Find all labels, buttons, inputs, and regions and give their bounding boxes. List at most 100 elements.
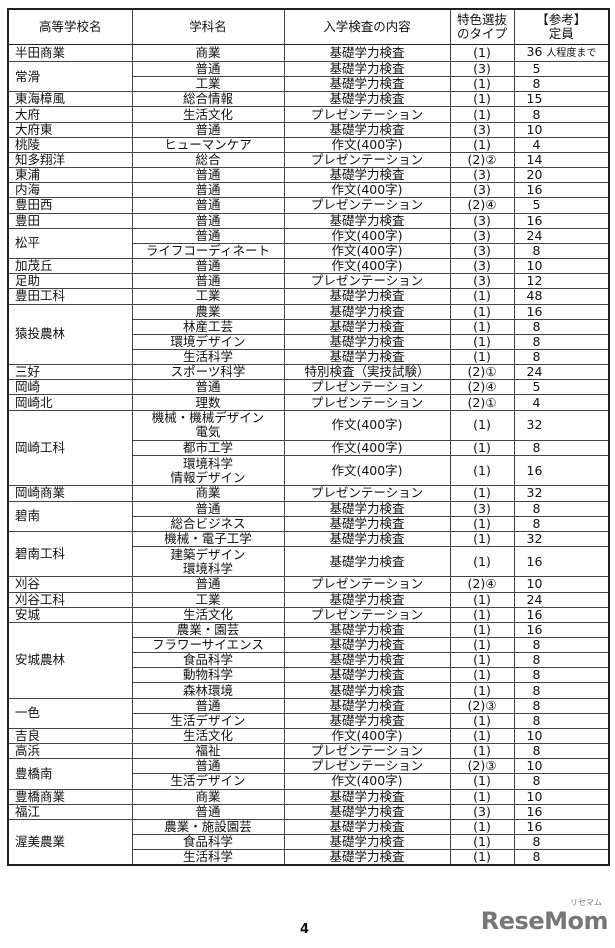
- table-row: 碧南工科 機械・電子工学 基礎学力検査 (1) 32: [7, 530, 610, 578]
- selection-type-cell: (1): [449, 455, 515, 487]
- department-name-line: フラワーサイエンス: [152, 637, 264, 653]
- quota-value: 8: [532, 667, 541, 683]
- department-cell: 普通: [131, 273, 285, 290]
- department-cell: 普通: [131, 758, 285, 775]
- exam-content-cell: 基礎学力検査: [283, 667, 451, 684]
- header-quota: 【参考】 定員: [513, 8, 610, 45]
- quota-value: 8: [532, 682, 541, 698]
- quota-cell: 36 人程度まで: [513, 44, 610, 62]
- department-cell: 普通: [131, 60, 285, 78]
- department-cell: 総合ビジネス: [131, 515, 285, 532]
- table-row: 加茂丘 普通 作文(400字) (3) 10: [7, 258, 610, 275]
- selection-type-cell: (1): [449, 136, 515, 153]
- selection-type-cell: (2)④: [449, 197, 515, 214]
- selection-type-cell: (3): [449, 258, 515, 275]
- selection-type-cell: (1): [449, 636, 515, 654]
- exam-content-cell: 基礎学力検査: [283, 849, 451, 866]
- exam-content-cell: 基礎学力検査: [283, 803, 451, 820]
- department-name-line: 機械・機械デザイン: [151, 410, 265, 426]
- table-row: 大府東 普通 基礎学力検査 (3) 10: [7, 121, 610, 138]
- department-cell: 普通: [131, 227, 285, 244]
- quota-cell: 5: [513, 60, 610, 78]
- quota-value: 16: [526, 462, 543, 478]
- quota-value: 4: [532, 394, 541, 410]
- quota-cell: 24: [513, 591, 610, 608]
- department-name-line: 建築デザイン: [170, 546, 246, 562]
- department-cell: 動物科学: [131, 667, 285, 684]
- table-row: ライフコーディネート 作文(400字) (3) 8: [8, 242, 610, 260]
- school-name-cell: 知多翔洋: [7, 151, 133, 169]
- exam-content-cell: プレゼンテーション: [283, 606, 451, 623]
- department-name-line: 食品科学: [182, 834, 233, 850]
- exam-content-cell: 基礎学力検査: [283, 121, 451, 138]
- quota-cell: 8: [513, 348, 610, 366]
- exam-content-cell: 作文(400字): [283, 182, 451, 199]
- exam-content-cell: 基礎学力検査: [283, 44, 451, 62]
- quota-cell: 8: [513, 636, 610, 654]
- exam-content-cell: 作文(400字): [283, 136, 451, 153]
- school-name-cell: 豊田: [7, 212, 133, 229]
- department-name-line: 普通: [195, 182, 221, 198]
- department-cell: 商業: [131, 788, 285, 805]
- school-name-cell: 安城農林: [7, 621, 133, 699]
- quota-value: 8: [532, 834, 541, 850]
- school-name-cell: 桃陵: [7, 136, 133, 153]
- header-quota-line: 【参考】: [536, 12, 587, 27]
- department-name-line: 普通: [195, 273, 221, 289]
- selection-type-cell: (1): [449, 348, 515, 366]
- quota-value: 8: [532, 516, 541, 531]
- exam-content-cell: 基礎学力検査: [283, 530, 451, 548]
- department-cell: 食品科学: [131, 652, 285, 669]
- selection-type-cell: (1): [449, 834, 515, 851]
- quota-cell: 8: [513, 439, 610, 457]
- quota-value: 16: [526, 804, 543, 819]
- department-cell: フラワーサイエンス: [131, 636, 285, 654]
- table-row: 東海樟風 総合情報 基礎学力検査 (1) 15: [7, 91, 610, 108]
- department-name-line: 生活デザイン: [170, 713, 246, 728]
- exam-content-cell: 基礎学力検査: [283, 652, 451, 669]
- table-row: 工業 基礎学力検査 (1) 8: [8, 76, 610, 93]
- table-row: 刈谷 普通 プレゼンテーション (2)④ 10: [7, 576, 610, 593]
- department-name-line: 農業・園芸: [176, 622, 240, 637]
- department-name-line: 工業: [195, 592, 221, 607]
- table-row: 内海 普通 作文(400字) (3) 16: [7, 182, 610, 199]
- exam-content-cell: 作文(400字): [283, 227, 451, 244]
- exam-content-cell: 基礎学力検査: [283, 348, 451, 366]
- header-department: 学科名: [131, 8, 285, 45]
- department-cell: 総合: [131, 151, 285, 169]
- quota-cell: 8: [513, 682, 610, 699]
- exam-content-cell: プレゼンテーション: [283, 576, 451, 593]
- department-cell: 森林環境: [131, 682, 285, 699]
- department-name-line: 普通: [195, 228, 221, 243]
- quota-value: 24: [526, 592, 543, 607]
- department-cell: 食品科学: [131, 834, 285, 851]
- table-row: 豊田工科 工業 基礎学力検査 (1) 48: [7, 288, 610, 305]
- quota-cell: 10: [513, 121, 610, 138]
- exam-content-cell: 基礎学力検査: [283, 500, 451, 517]
- exam-content-cell: 基礎学力検査: [283, 318, 451, 335]
- quota-value: 8: [532, 849, 541, 865]
- table-row: 岡崎商業 商業 プレゼンテーション (1) 32: [7, 485, 610, 502]
- quota-value: 12: [526, 273, 543, 289]
- table-row: 環境デザイン 基礎学力検査 (1) 8: [8, 333, 610, 350]
- quota-cell: 8: [513, 773, 610, 790]
- quota-cell: 8: [513, 834, 610, 851]
- selection-type-cell: (1): [449, 606, 515, 623]
- school-name-cell: 一色: [7, 697, 133, 729]
- department-cell: 都市工学: [131, 439, 285, 457]
- exam-content-cell: 基礎学力検査: [283, 834, 451, 851]
- quota-value: 5: [532, 379, 541, 395]
- department-cell: 福祉: [131, 743, 285, 760]
- school-name-cell: 豊田西: [7, 197, 133, 214]
- quota-cell: 24: [513, 227, 610, 244]
- department-name-line: 都市工学: [182, 440, 233, 455]
- quota-value: 10: [526, 258, 543, 274]
- quota-cell: 8: [513, 333, 610, 350]
- department-name-line: 電気: [195, 424, 221, 440]
- quota-cell: 8: [513, 318, 610, 335]
- department-name-line: 商業: [195, 485, 221, 501]
- department-cell: 普通: [131, 697, 285, 714]
- department-name-line: 普通: [195, 758, 221, 774]
- quota-cell: 8: [513, 515, 610, 532]
- department-cell: 理数: [131, 394, 285, 411]
